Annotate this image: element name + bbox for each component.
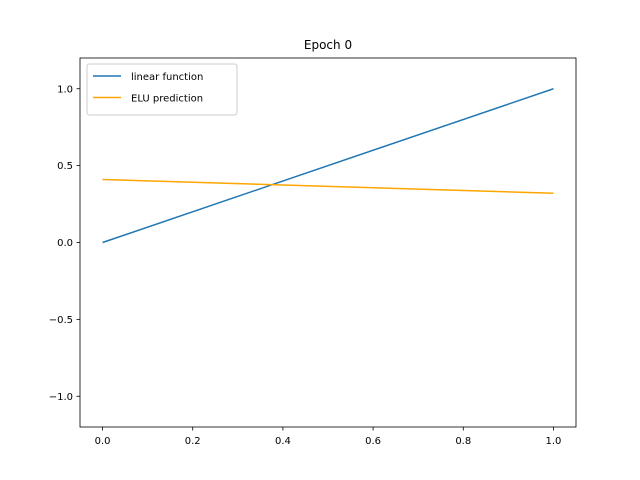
y-tick-label: −0.5: [49, 315, 73, 326]
y-tick-label: 0.5: [57, 161, 73, 172]
legend: linear function ELU prediction: [86, 63, 238, 116]
y-tick-label: 1.0: [57, 84, 73, 95]
x-axis: 0.0 0.2 0.4 0.6 0.8 1.0: [95, 427, 562, 447]
x-tick-label: 1.0: [546, 436, 562, 447]
series-layer: [102, 88, 554, 244]
x-tick-label: 0.0: [95, 436, 111, 447]
chart-title: Epoch 0: [304, 38, 352, 52]
y-tick-label: −1.0: [49, 392, 73, 403]
series-line-2: [102, 178, 554, 195]
x-tick-label: 0.6: [365, 436, 381, 447]
legend-label: linear function: [131, 72, 203, 83]
x-tick-label: 0.2: [185, 436, 201, 447]
series-line-1: [102, 88, 554, 244]
legend-label: ELU prediction: [131, 94, 203, 105]
y-tick-label: 0.0: [57, 238, 73, 249]
y-axis: 1.0 0.5 0.0 −0.5 −1.0: [49, 84, 80, 403]
x-tick-label: 0.8: [455, 436, 471, 447]
legend-box: [86, 63, 238, 116]
x-tick-label: 0.4: [275, 436, 291, 447]
